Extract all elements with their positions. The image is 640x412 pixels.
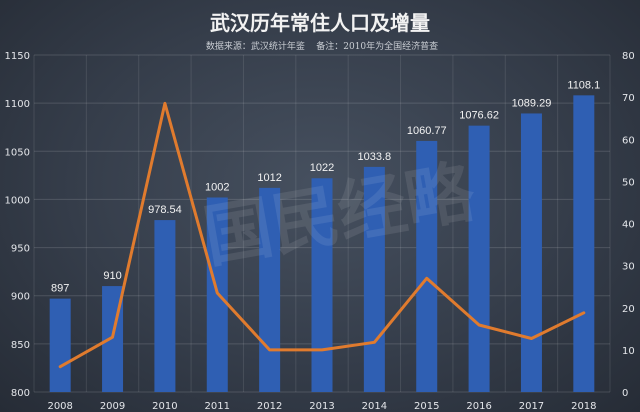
y-left-tick-label: 950 [11,244,30,255]
increment-line [58,101,586,369]
bar [311,178,333,392]
y-right-tick-label: 80 [622,51,635,62]
bar-value-label: 978.54 [148,204,182,216]
bar-value-label: 910 [103,270,121,282]
y-right-tick-label: 60 [622,135,635,146]
bar [154,220,176,392]
bar-value-label: 1089.29 [512,97,552,109]
x-tick-label: 2018 [571,401,596,412]
axes: 800 850 900 950 1000 1050 1100 1150 0 10 20 30 40 50 6… [5,51,635,412]
bar-value-label: 1022 [310,162,334,174]
bar [49,298,71,392]
bar-value-label: 897 [51,283,69,295]
bar-value-label: 1002 [205,182,229,194]
x-tick-label: 2010 [152,401,177,412]
y-left-tick-label: 900 [11,292,30,303]
chart-subtitle: 数据来源：武汉统计年鉴 备注：2010年为全国经济普查 [206,40,438,52]
y-right-tick-label: 70 [622,93,635,104]
bar-value-label: 1012 [257,172,281,184]
bar-series [49,95,595,393]
y-left-tick-label: 800 [11,388,30,399]
y-right-tick-label: 50 [622,177,635,188]
x-tick-label: 2012 [257,401,282,412]
y-right-tick-label: 0 [622,388,628,399]
watermark-text: 国民经略 [198,152,481,278]
bar-value-label: 1060.77 [407,125,447,137]
line-series [58,101,586,369]
y-left-tick-label: 850 [11,340,30,351]
bar [573,95,595,392]
bar-value-label: 1076.62 [459,110,499,122]
x-tick-label: 2015 [414,401,439,412]
chart-title: 武汉历年常住人口及增量 [210,11,430,35]
x-tick-label: 2017 [519,401,544,412]
x-tick-label: 2008 [47,401,72,412]
x-tick-label: 2013 [309,401,334,412]
x-tick-label: 2011 [205,401,230,412]
y-left-tick-label: 1000 [5,195,30,206]
bar-value-label: 1033.8 [358,151,392,163]
bar [416,140,438,392]
y-left-tick-label: 1100 [5,99,30,110]
y-right-tick-label: 20 [622,304,635,315]
y-left-tick-label: 1150 [5,51,30,62]
y-right-tick-label: 10 [622,346,635,357]
y-right-tick-label: 30 [622,262,635,273]
bar [468,125,490,393]
bar-value-label: 1108.1 [567,79,600,91]
x-tick-label: 2009 [100,401,125,412]
bar [259,187,281,392]
y-left-tick-label: 1050 [5,147,30,158]
x-tick-label: 2014 [362,401,387,412]
bar-value-labels: 897 910 978.54 1002 1012 1022 1033.8 1060.77 107… [51,79,600,294]
x-tick-label: 2016 [466,401,491,412]
y-right-tick-label: 40 [622,220,635,231]
bar [520,113,542,393]
